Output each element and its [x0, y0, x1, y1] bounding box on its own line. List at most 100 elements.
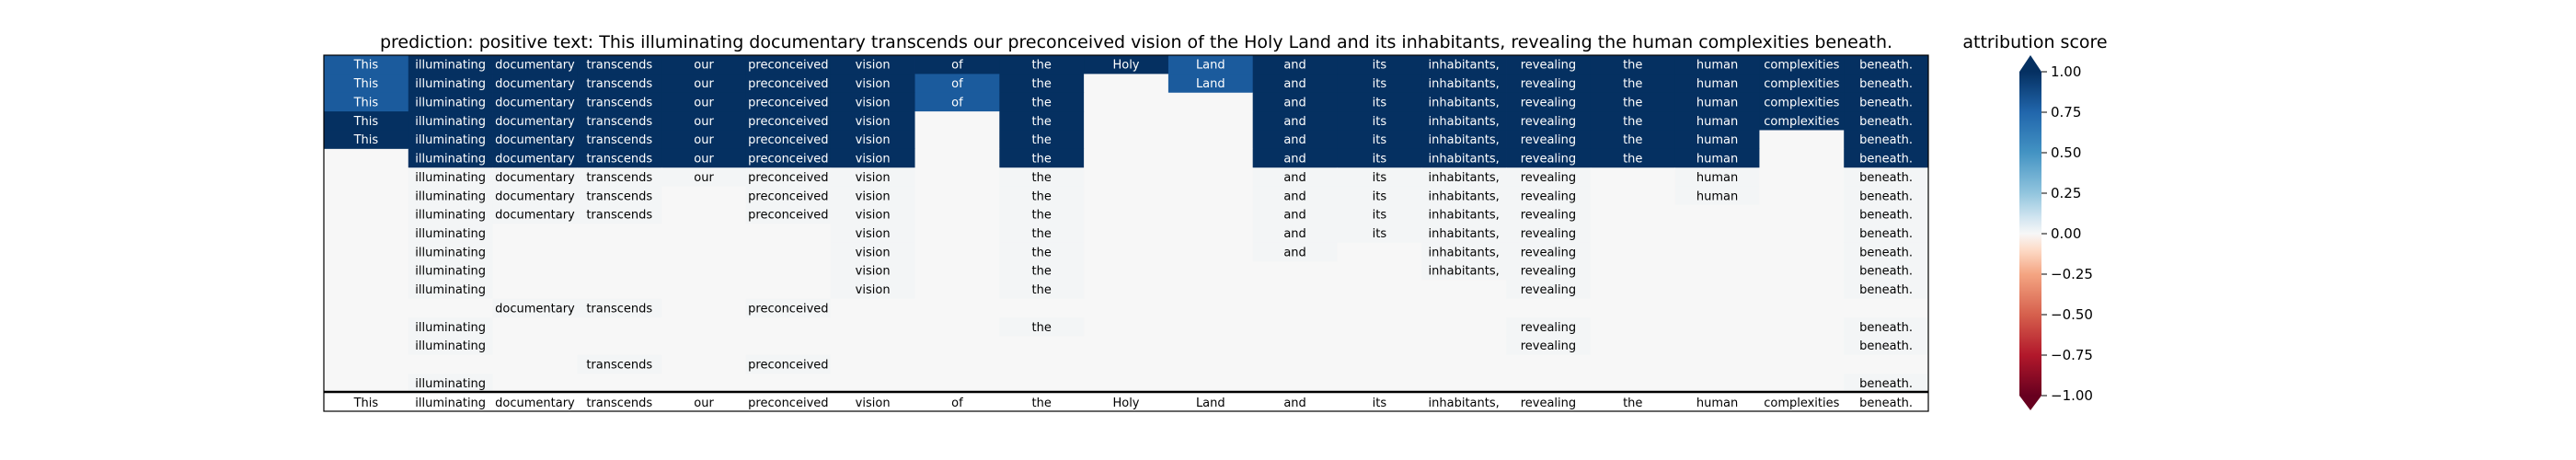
heatmap-cell: [1252, 74, 1338, 94]
heatmap-cell: [492, 280, 578, 300]
cell-token-label: preconceived: [748, 190, 828, 203]
colorbar-tick-label: −0.25: [2051, 266, 2093, 282]
heatmap-cell: [1590, 186, 1676, 206]
cell-token-label: beneath.: [1859, 321, 1913, 335]
heatmap-cell: [1084, 167, 1169, 187]
cell-token-label: the: [1623, 59, 1642, 73]
heatmap-cell: [324, 317, 409, 337]
heatmap-cell: [1252, 186, 1338, 206]
cell-token-label: revealing: [1521, 77, 1576, 91]
cell-token-label: and: [1283, 209, 1305, 223]
heatmap-cell: [408, 317, 493, 337]
heatmap-cell: [1084, 224, 1169, 244]
heatmap-cell: [830, 261, 915, 281]
cell-token-label: the: [1623, 77, 1642, 91]
cell-token-label: vision: [856, 171, 891, 185]
heatmap-cell: [830, 74, 915, 94]
cell-token-label: transcends: [586, 171, 652, 185]
heatmap-cell: [492, 74, 578, 94]
cell-token-label: beneath.: [1859, 265, 1913, 279]
footer-token-label: Holy: [1112, 397, 1139, 410]
heatmap-cell: [492, 317, 578, 337]
heatmap-cell: [1590, 317, 1676, 337]
cell-token-label: the: [1032, 96, 1052, 109]
footer-token-label: vision: [856, 397, 891, 410]
cell-token-label: illuminating: [415, 246, 486, 259]
cell-token-label: documentary: [495, 302, 575, 316]
cell-token-label: beneath.: [1859, 77, 1913, 91]
heatmap-cell: [661, 317, 747, 337]
heatmap-cell: [1421, 148, 1507, 168]
heatmap-cell: [914, 92, 1000, 112]
heatmap-cell: [1252, 167, 1338, 187]
cell-token-label: human: [1696, 190, 1738, 203]
cell-token-label: preconceived: [748, 302, 828, 316]
heatmap-cell: [1759, 242, 1845, 262]
heatmap-cell: [1167, 204, 1254, 224]
heatmap-cell: [1084, 354, 1169, 374]
cell-token-label: revealing: [1521, 153, 1576, 167]
heatmap-cell: [999, 92, 1085, 112]
heatmap-cell: [1844, 374, 1929, 394]
colorbar-label: attribution score: [1962, 32, 2107, 52]
heatmap-cell: [745, 224, 832, 244]
heatmap-cell: [492, 148, 578, 168]
heatmap-cell: [1759, 148, 1845, 168]
heatmap-cell: [577, 92, 662, 112]
heatmap-cell: [408, 204, 493, 224]
footer-token-label: preconceived: [748, 397, 828, 410]
heatmap-cell: [1084, 317, 1169, 337]
heatmap-cell: [1167, 317, 1254, 337]
cell-token-label: documentary: [495, 190, 575, 203]
heatmap-cell: [1167, 148, 1254, 168]
cell-token-label: preconceived: [748, 153, 828, 167]
heatmap-cell: [1674, 280, 1760, 300]
heatmap-cell: [1167, 374, 1254, 394]
cell-token-label: the: [1032, 321, 1052, 335]
cell-token-label: the: [1623, 153, 1642, 167]
heatmap-cell: [1590, 242, 1676, 262]
heatmap-cell: [745, 204, 832, 224]
heatmap-cell: [1759, 280, 1845, 300]
heatmap-cell: [1674, 148, 1760, 168]
heatmap-cell: [577, 261, 662, 281]
cell-token-label: revealing: [1521, 227, 1576, 241]
heatmap-cell: [1337, 186, 1422, 206]
heatmap-cell: [830, 148, 915, 168]
heatmap-cell: [1759, 374, 1845, 394]
heatmap-cell: [914, 167, 1000, 187]
heatmap-cell: [745, 354, 832, 374]
cell-token-label: and: [1283, 133, 1305, 147]
cell-token-label: the: [1032, 283, 1052, 297]
cell-token-label: inhabitants,: [1429, 171, 1500, 185]
heatmap-cell: [1674, 261, 1760, 281]
heatmap-cell: [999, 55, 1085, 75]
heatmap-cell: [1759, 298, 1845, 318]
cell-token-label: beneath.: [1859, 115, 1913, 129]
heatmap-cell: [492, 111, 578, 131]
cell-token-label: revealing: [1521, 171, 1576, 185]
heatmap-cell: [1759, 186, 1845, 206]
cell-token-label: human: [1696, 133, 1738, 147]
cell-token-label: preconceived: [748, 115, 828, 129]
cell-token-label: transcends: [586, 153, 652, 167]
footer-token-label: of: [951, 397, 963, 410]
heatmap-cell: [1421, 204, 1507, 224]
cell-token-label: transcends: [586, 115, 652, 129]
heatmap-cell: [914, 317, 1000, 337]
heatmap-cell: [1337, 111, 1422, 131]
heatmap-cell: [999, 317, 1085, 337]
heatmap-cell: [1337, 224, 1422, 244]
heatmap-cell: [1337, 74, 1422, 94]
heatmap-cell: [492, 204, 578, 224]
cell-token-label: beneath.: [1859, 190, 1913, 203]
heatmap-cell: [324, 167, 409, 187]
heatmap-cell: [914, 148, 1000, 168]
cell-token-label: its: [1373, 190, 1387, 203]
heatmap-cell: [1844, 280, 1929, 300]
heatmap-cell: [745, 111, 832, 131]
colorbar-tick-label: 0.50: [2051, 144, 2081, 161]
heatmap-cell: [1674, 186, 1760, 206]
cell-token-label: revealing: [1521, 283, 1576, 297]
cell-token-label: documentary: [495, 96, 575, 109]
